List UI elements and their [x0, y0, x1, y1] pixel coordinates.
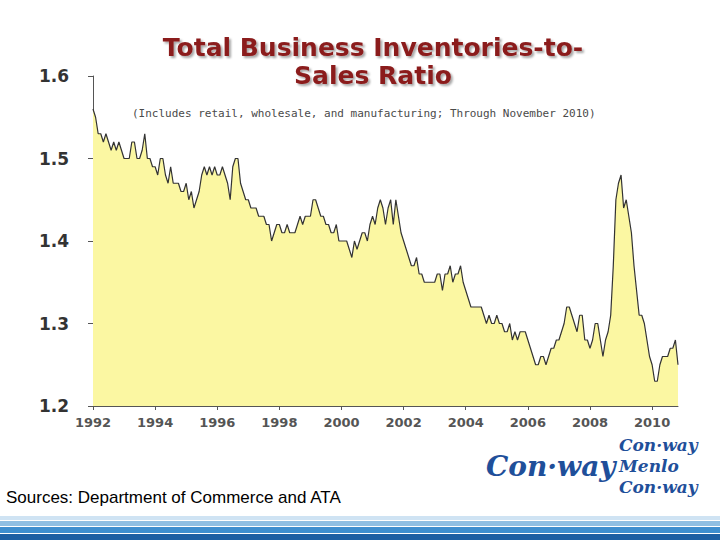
svg-text:2000: 2000 — [323, 415, 359, 430]
svg-text:1996: 1996 — [199, 415, 235, 430]
svg-text:Con·way: Con·way — [619, 435, 699, 455]
svg-text:2008: 2008 — [572, 415, 608, 430]
svg-text:1992: 1992 — [75, 415, 111, 430]
svg-text:1.2: 1.2 — [39, 396, 69, 416]
svg-text:1.6: 1.6 — [39, 66, 69, 86]
svg-text:1.3: 1.3 — [39, 314, 69, 334]
svg-text:Total Business Inventories-to-: Total Business Inventories-to- — [163, 33, 583, 62]
svg-text:Sources: Department of Commerc: Sources: Department of Commerce and ATA — [6, 488, 341, 507]
svg-text:1994: 1994 — [137, 415, 173, 430]
svg-text:2002: 2002 — [386, 415, 422, 430]
svg-text:2004: 2004 — [448, 415, 484, 430]
svg-text:2010: 2010 — [634, 415, 670, 430]
svg-text:Sales Ratio: Sales Ratio — [294, 61, 452, 90]
svg-text:Menlo: Menlo — [618, 456, 679, 476]
svg-text:2006: 2006 — [510, 415, 546, 430]
svg-text:1.4: 1.4 — [39, 231, 69, 251]
svg-text:1998: 1998 — [261, 415, 297, 430]
svg-text:Con·way: Con·way — [486, 450, 617, 483]
svg-text:Con·way: Con·way — [619, 477, 699, 497]
svg-text:(Includes retail, wholesale, a: (Includes retail, wholesale, and manufac… — [132, 107, 596, 120]
svg-text:1.5: 1.5 — [39, 149, 69, 169]
